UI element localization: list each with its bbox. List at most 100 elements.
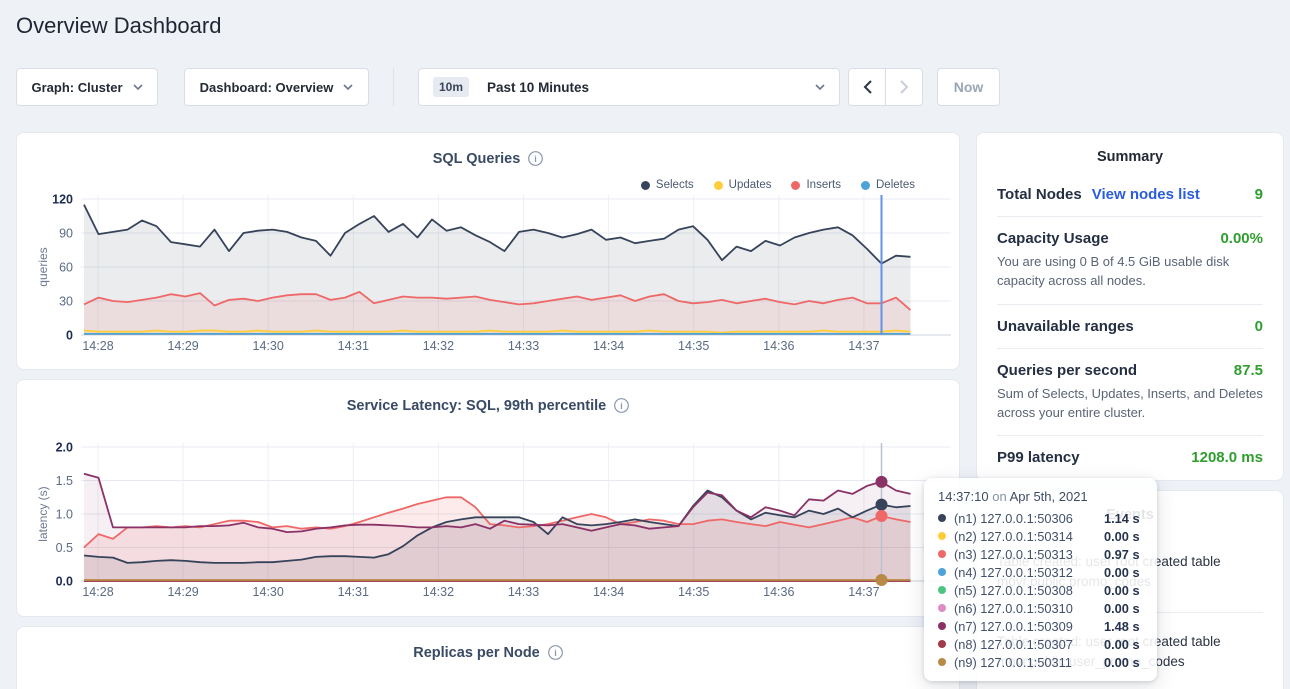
- time-next-button[interactable]: [885, 68, 923, 106]
- legend-item-deletes: Deletes: [861, 179, 915, 191]
- stat-description: Sum of Selects, Updates, Inserts, and De…: [997, 385, 1263, 420]
- dashboard-dropdown-label: Dashboard: Overview: [199, 79, 334, 95]
- legend-dot: [713, 180, 723, 190]
- tooltip-row: (n5) 127.0.0.1:50308 0.00 s: [938, 581, 1143, 599]
- stat-label: Total Nodes: [997, 186, 1082, 203]
- node-latency-value: 0.97 s: [1104, 546, 1140, 562]
- info-icon[interactable]: i: [528, 151, 544, 170]
- tooltip-row: (n4) 127.0.0.1:50312 0.00 s: [938, 563, 1143, 581]
- time-range-selector[interactable]: 10m Past 10 Minutes: [418, 68, 840, 106]
- svg-text:2.0: 2.0: [56, 441, 73, 455]
- node-color-dot: [938, 568, 946, 576]
- now-button-label: Now: [953, 79, 984, 95]
- replicas-card: Replicas per Node i: [16, 626, 960, 689]
- svg-text:14:33: 14:33: [508, 339, 539, 353]
- node-address: (n1) 127.0.0.1:50306: [954, 510, 1073, 526]
- node-latency-value: 0.00 s: [1104, 600, 1140, 616]
- legend-label: Deletes: [876, 179, 915, 191]
- legend-dot: [791, 180, 801, 190]
- stat-value: 87.5: [1233, 361, 1263, 379]
- svg-text:30: 30: [59, 295, 73, 309]
- node-latency-value: 0.00 s: [1104, 564, 1140, 580]
- svg-text:0: 0: [66, 329, 73, 343]
- chevron-right-icon: [899, 80, 909, 94]
- legend-label: Inserts: [806, 179, 841, 191]
- toolbar-divider: [393, 68, 394, 106]
- svg-text:14:32: 14:32: [423, 339, 454, 353]
- stat-p99-latency: P99 latency 1208.0 ms: [997, 435, 1263, 479]
- svg-text:14:37: 14:37: [848, 339, 879, 353]
- svg-text:60: 60: [59, 261, 73, 275]
- svg-text:14:31: 14:31: [338, 339, 369, 353]
- svg-text:14:29: 14:29: [167, 585, 198, 599]
- svg-text:14:37: 14:37: [848, 585, 879, 599]
- svg-text:1.0: 1.0: [56, 508, 73, 522]
- node-color-dot: [938, 514, 946, 522]
- stat-label: Queries per second: [997, 361, 1138, 379]
- stat-value: 0: [1254, 317, 1263, 335]
- stat-label: P99 latency: [997, 449, 1080, 467]
- now-button[interactable]: Now: [937, 68, 1000, 106]
- node-color-dot: [938, 550, 946, 558]
- svg-text:14:32: 14:32: [423, 585, 454, 599]
- tooltip-row: (n7) 127.0.0.1:50309 1.48 s: [938, 617, 1143, 635]
- view-nodes-link[interactable]: View nodes list: [1091, 186, 1200, 203]
- svg-text:14:33: 14:33: [508, 585, 539, 599]
- svg-text:14:30: 14:30: [253, 585, 284, 599]
- node-address: (n8) 127.0.0.1:50307: [954, 636, 1073, 652]
- summary-panel: Summary Total Nodes View nodes list 9 Ca…: [976, 132, 1284, 481]
- summary-title: Summary: [1096, 149, 1164, 165]
- sql-queries-legend: Selects Updates Inserts Deletes: [640, 179, 915, 191]
- node-color-dot: [938, 622, 946, 630]
- stat-value: 9: [1254, 186, 1263, 203]
- svg-text:queries: queries: [36, 247, 50, 286]
- node-address: (n7) 127.0.0.1:50309: [954, 618, 1073, 634]
- chevron-down-icon: [815, 84, 825, 90]
- chevron-down-icon: [343, 84, 353, 90]
- tooltip-row: (n9) 127.0.0.1:50311 0.00 s: [938, 653, 1143, 671]
- tooltip-row: (n3) 127.0.0.1:50313 0.97 s: [938, 545, 1143, 563]
- latency-chart[interactable]: 14:28 14:29 14:30 14:31 14:32 14:33 14:34 14:35…: [17, 380, 961, 618]
- svg-text:i: i: [620, 401, 623, 411]
- svg-text:latency (s): latency (s): [36, 486, 50, 541]
- node-address: (n4) 127.0.0.1:50312: [954, 564, 1073, 580]
- node-address: (n3) 127.0.0.1:50313: [954, 546, 1073, 562]
- info-icon[interactable]: i: [614, 398, 630, 417]
- legend-label: Selects: [655, 179, 694, 191]
- node-color-dot: [938, 604, 946, 612]
- graph-dropdown-label: Graph: Cluster: [31, 79, 123, 95]
- tooltip-rows: (n1) 127.0.0.1:50306 1.14 s (n2) 127.0.0.1…: [938, 509, 1143, 671]
- graph-dropdown[interactable]: Graph: Cluster: [16, 68, 158, 106]
- time-prev-button[interactable]: [848, 68, 886, 106]
- svg-text:14:28: 14:28: [82, 339, 113, 353]
- legend-item-inserts: Inserts: [791, 179, 841, 191]
- svg-text:14:28: 14:28: [82, 585, 113, 599]
- sql-queries-chart[interactable]: 14:28 14:29 14:30 14:31 14:32 14:33 14:34 14:35…: [17, 133, 961, 371]
- tooltip-timestamp: 14:37:10 on Apr 5th, 2021: [938, 489, 1088, 504]
- sql-queries-title: SQL Queries i: [17, 151, 959, 170]
- svg-text:14:36: 14:36: [763, 585, 794, 599]
- node-latency-value: 1.14 s: [1104, 510, 1140, 526]
- svg-text:0.5: 0.5: [56, 541, 73, 555]
- node-address: (n6) 127.0.0.1:50310: [954, 600, 1073, 616]
- tooltip-row: (n1) 127.0.0.1:50306 1.14 s: [938, 509, 1143, 527]
- stat-qps: Queries per second 87.5 Sum of Selects, …: [997, 347, 1263, 436]
- latency-title: Service Latency: SQL, 99th percentile i: [17, 398, 959, 417]
- dashboard-dropdown[interactable]: Dashboard: Overview: [184, 68, 369, 106]
- svg-text:14:30: 14:30: [253, 339, 284, 353]
- replicas-title: Replicas per Node i: [17, 645, 959, 664]
- svg-text:0.0: 0.0: [56, 575, 73, 589]
- node-address: (n9) 127.0.0.1:50311: [954, 654, 1072, 670]
- svg-text:1.5: 1.5: [56, 474, 73, 488]
- svg-text:14:31: 14:31: [338, 585, 369, 599]
- stat-description: You are using 0 B of 4.5 GiB usable disk…: [997, 254, 1230, 288]
- info-icon[interactable]: i: [547, 645, 563, 664]
- tooltip-row: (n2) 127.0.0.1:50314 0.00 s: [938, 527, 1143, 545]
- node-latency-value: 0.00 s: [1104, 528, 1140, 544]
- chevron-down-icon: [132, 84, 143, 90]
- legend-label: Updates: [728, 179, 772, 191]
- time-range-badge: 10m: [433, 77, 470, 97]
- legend-dot: [861, 180, 870, 190]
- legend-item-selects: Selects: [640, 179, 694, 191]
- stat-label: Unavailable ranges: [997, 317, 1134, 335]
